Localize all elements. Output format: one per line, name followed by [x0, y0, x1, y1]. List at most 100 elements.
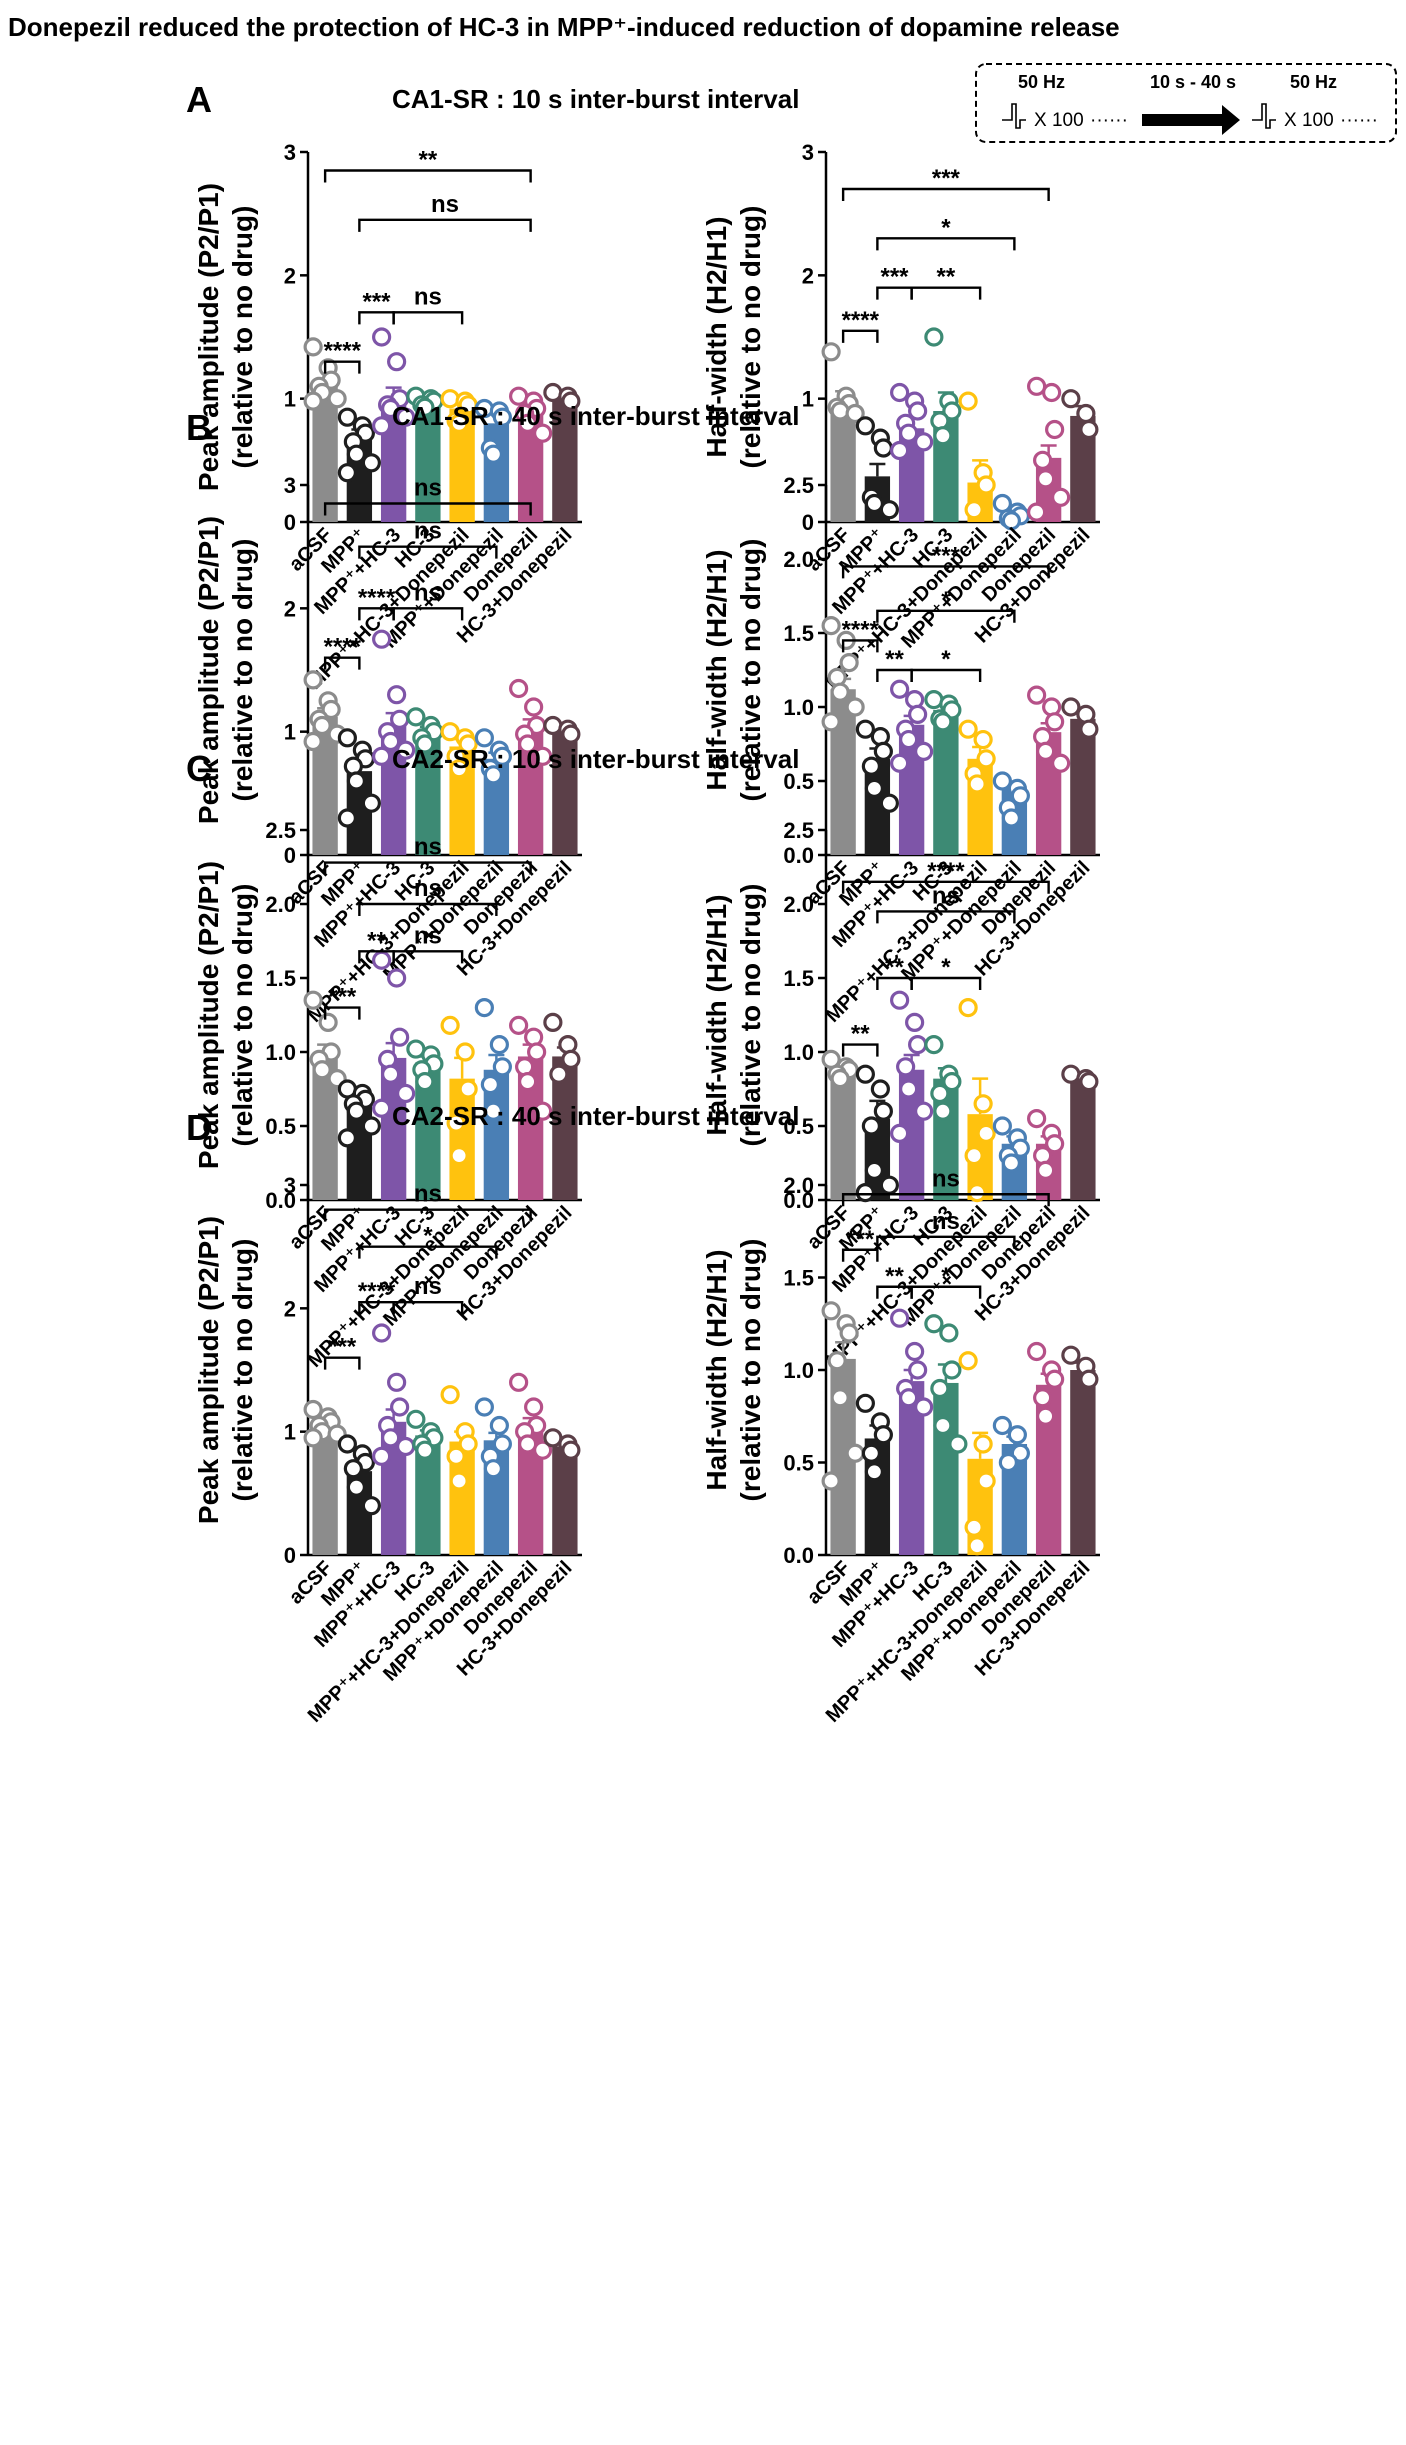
panel-label: C	[186, 748, 212, 789]
data-point	[976, 1123, 996, 1144]
data-point	[458, 1079, 478, 1099]
data-point	[509, 1372, 529, 1392]
significance-label: ns	[932, 882, 960, 909]
y-tick-label: 3	[284, 140, 296, 165]
significance-label: ***	[362, 288, 391, 315]
y-tick-label: 2.0	[783, 1173, 814, 1198]
data-point	[873, 438, 893, 458]
y-tick-label: 1.0	[265, 1040, 296, 1065]
data-point	[312, 1060, 332, 1080]
protocol-repeat1: X 100	[1034, 110, 1084, 131]
data-point	[372, 629, 392, 649]
data-point	[318, 1012, 338, 1033]
y-tick-label: 0.5	[783, 1451, 814, 1476]
data-point	[890, 1123, 910, 1144]
significance-bracket	[910, 1285, 982, 1299]
y-tick-label: 1	[802, 387, 814, 412]
data-point	[855, 719, 875, 739]
data-point	[474, 728, 494, 748]
data-point	[509, 678, 529, 699]
data-point	[899, 1079, 919, 1099]
significance-label: ***	[846, 1226, 875, 1253]
significance-bracket	[876, 609, 1016, 623]
data-point	[879, 500, 899, 520]
y-axis-label-2: (relative to no drug)	[227, 539, 258, 802]
protocol-box-border	[975, 63, 1397, 143]
y-tick-label: 0	[802, 510, 814, 535]
y-axis-label-2: (relative to no drug)	[227, 206, 258, 469]
row-title: CA2-SR : 10 s inter-burst interval	[392, 744, 799, 774]
row-title: CA1-SR : 40 s inter-burst interval	[392, 401, 799, 431]
data-point	[890, 990, 910, 1010]
data-point	[381, 398, 401, 419]
data-point	[839, 652, 859, 673]
data-point	[518, 413, 538, 433]
data-point	[1036, 1406, 1056, 1426]
significance-label: **	[937, 264, 956, 291]
data-point	[449, 413, 469, 433]
data-point	[1051, 753, 1071, 773]
data-point	[976, 1471, 996, 1491]
significance-label: ***	[932, 165, 961, 192]
significance-bracket	[841, 1193, 1050, 1207]
significance-bracket	[323, 1356, 361, 1370]
data-point	[509, 1015, 529, 1035]
data-point	[958, 1351, 978, 1371]
data-point	[312, 715, 332, 736]
data-point	[1027, 1341, 1047, 1362]
data-point	[924, 1314, 944, 1334]
y-tick-label: 0.0	[265, 1188, 296, 1213]
data-point	[845, 403, 865, 424]
data-point	[303, 1428, 323, 1448]
y-tick-label: 0	[284, 843, 296, 868]
row-title: CA2-SR : 40 s inter-burst interval	[392, 1101, 799, 1131]
data-point	[415, 734, 435, 754]
data-point	[415, 1071, 435, 1092]
data-point	[372, 746, 392, 766]
y-tick-label: 2.0	[783, 892, 814, 917]
data-point	[337, 1434, 357, 1454]
data-point	[337, 407, 357, 427]
significance-label: **	[419, 147, 438, 174]
bar	[1070, 1078, 1096, 1200]
data-point	[1045, 1369, 1065, 1389]
data-point	[483, 765, 503, 785]
data-point	[346, 1477, 366, 1497]
significance-bracket	[358, 902, 498, 916]
data-point	[483, 1459, 503, 1479]
data-point	[908, 1360, 928, 1380]
y-axis-label: Peak amplitude (P2/P1)	[193, 183, 224, 491]
data-point	[1079, 1071, 1099, 1092]
y-axis-label: Peak amplitude (P2/P1)	[193, 861, 224, 1169]
data-point	[855, 1393, 875, 1413]
data-point	[1001, 1153, 1021, 1173]
data-point	[830, 1069, 850, 1089]
significance-label: ****	[927, 858, 965, 885]
data-point	[864, 1462, 884, 1482]
data-point	[390, 1027, 410, 1047]
data-point	[821, 615, 841, 636]
y-tick-label: 0.5	[265, 1114, 296, 1139]
data-point	[492, 1057, 512, 1077]
data-point	[964, 500, 984, 520]
y-axis-label: Half-width (H2/H1)	[701, 1249, 732, 1490]
data-point	[942, 1360, 962, 1380]
data-point	[1076, 403, 1096, 424]
data-point	[908, 704, 928, 725]
significance-label: **	[885, 646, 904, 673]
data-point	[361, 793, 381, 813]
y-axis-label-2: (relative to no drug)	[227, 884, 258, 1147]
y-tick-label: 2.5	[783, 473, 814, 498]
significance-bracket	[323, 1208, 532, 1222]
data-point	[1001, 511, 1021, 531]
y-tick-label: 1	[284, 1420, 296, 1445]
data-point	[821, 342, 841, 362]
data-point	[899, 423, 919, 443]
data-point	[1027, 685, 1047, 705]
figure-title: Donepezil reduced the protection of HC-3…	[8, 12, 1120, 42]
protocol-dots2: ······	[1340, 110, 1378, 131]
data-point	[474, 1397, 494, 1417]
significance-label: *	[423, 1223, 433, 1250]
data-point	[543, 1012, 563, 1033]
data-point	[821, 712, 841, 732]
